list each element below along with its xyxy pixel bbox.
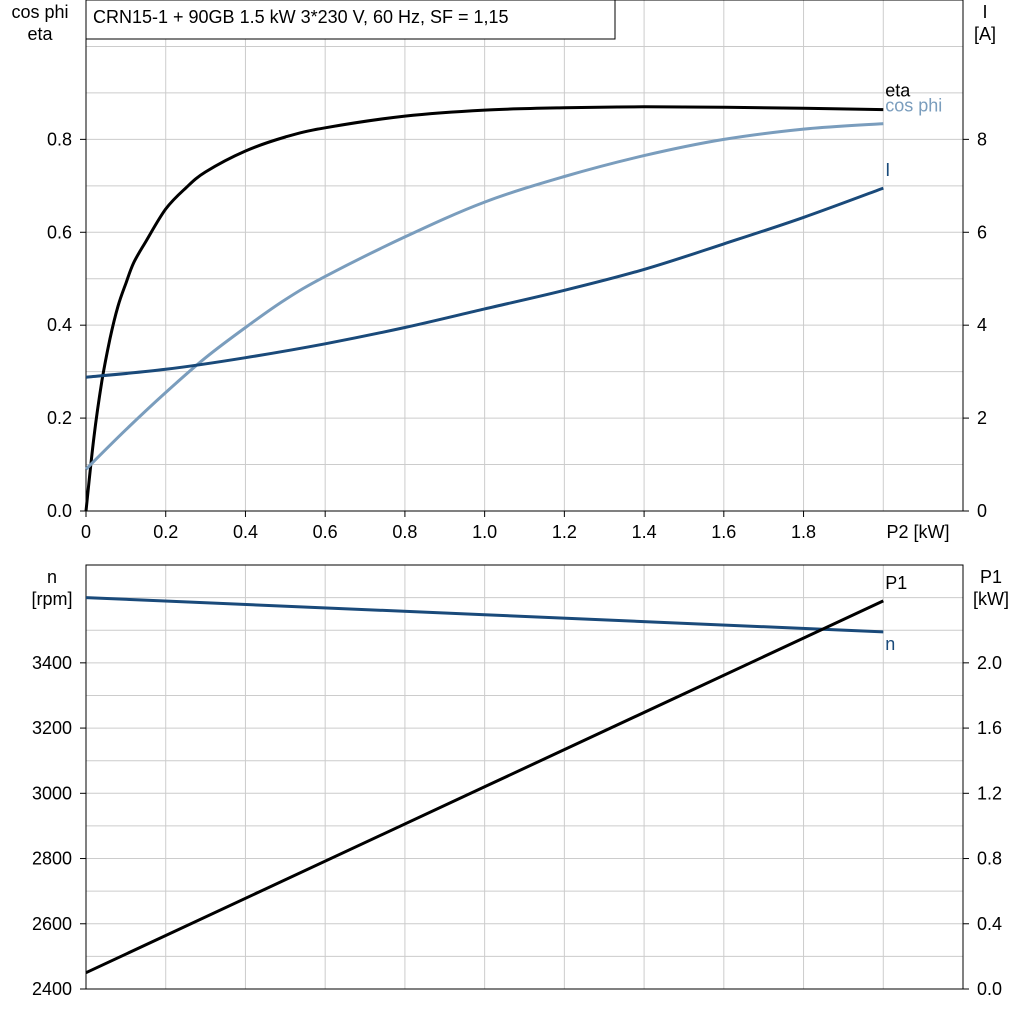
x-tick-label: 1.0: [472, 522, 497, 542]
x-tick-label: 0.6: [313, 522, 338, 542]
bottom-series-label-p1: P1: [885, 573, 907, 593]
bottom-plot-frame: [85, 564, 964, 990]
y-tick-label-right: 0.0: [977, 979, 1002, 999]
y-tick-label-right: 1.2: [977, 783, 1002, 803]
y-tick-label-left: 2800: [32, 849, 72, 869]
top-left-axis-label-2: eta: [27, 24, 53, 44]
bottom-left-axis-label-2: [rpm]: [31, 589, 72, 609]
y-tick-label-right: 8: [977, 129, 987, 149]
top-grid: [86, 0, 963, 511]
bottom-right-axis-label-2: [kW]: [973, 589, 1009, 609]
y-tick-label-right: 6: [977, 222, 987, 242]
y-tick-label-left: 3200: [32, 718, 72, 738]
top-left-axis-label-1: cos phi: [11, 2, 68, 22]
bottom-series-line-n: [85, 596, 884, 634]
y-tick-label-right: 1.6: [977, 718, 1002, 738]
y-tick-label-left: 2400: [32, 979, 72, 999]
y-tick-label-left: 2600: [32, 914, 72, 934]
y-tick-label-left: 0.2: [47, 408, 72, 428]
bottom-series-line-p1: [85, 599, 884, 975]
y-tick-label-right: 0.8: [977, 849, 1002, 869]
x-tick-label: 1.4: [632, 522, 657, 542]
chart-title: CRN15-1 + 90GB 1.5 kW 3*230 V, 60 Hz, SF…: [93, 7, 509, 27]
x-tick-label: 0: [81, 522, 91, 542]
y-tick-label-left: 0.8: [47, 129, 72, 149]
y-tick-label-right: 4: [977, 315, 987, 335]
top-plot-frame: [85, 0, 964, 512]
bottom-y-ticks-right: 0.0 0.4 0.8 1.2 1.6 2.0: [963, 653, 1002, 999]
top-x-ticks: 0 0.2 0.4 0.6 0.8 1.0 1.2 1.4 1.6 1.8: [81, 511, 816, 542]
x-tick-label: 0.8: [392, 522, 417, 542]
top-series-label-eta: eta: [885, 81, 911, 101]
top-series-label-cos-phi: cos phi: [885, 96, 942, 116]
top-y-ticks-right: 0 2 4 6 8: [963, 129, 987, 521]
bottom-series: n P1: [85, 573, 907, 975]
title-box: [85, 0, 616, 40]
y-tick-label-right: 0.4: [977, 914, 1002, 934]
y-tick-label-left: 0.4: [47, 315, 72, 335]
top-series-line-cos-phi: [84, 122, 884, 471]
top-right-axis-label-1: I: [982, 2, 987, 22]
y-tick-label-right: 2.0: [977, 653, 1002, 673]
y-tick-label-left: 0.0: [47, 501, 72, 521]
x-tick-label: 1.6: [711, 522, 736, 542]
top-series-line-eta: [84, 105, 884, 512]
x-tick-label: 1.8: [791, 522, 816, 542]
bottom-series-label-n: n: [885, 634, 895, 654]
bottom-right-axis-label-1: P1: [980, 567, 1002, 587]
top-y-ticks-left: 0.0 0.2 0.4 0.6 0.8: [47, 129, 86, 521]
top-x-axis-label: P2 [kW]: [886, 522, 949, 542]
y-tick-label-right: 2: [977, 408, 987, 428]
y-tick-label-left: 3000: [32, 783, 72, 803]
top-series-line-i: [85, 186, 884, 379]
top-series-label-i: I: [885, 160, 890, 180]
bottom-left-axis-label-1: n: [47, 567, 57, 587]
top-right-axis-label-2: [A]: [974, 24, 996, 44]
bottom-y-ticks-left: 2400 2600 2800 3000 3200 3400: [32, 653, 86, 999]
y-tick-label-left: 3400: [32, 653, 72, 673]
x-tick-label: 1.2: [552, 522, 577, 542]
bottom-chart: n P1 2400 2600 2800 3000 3200 3400 0.0 0.4 0.8 1.…: [31, 564, 1009, 999]
x-tick-label: 0.2: [153, 522, 178, 542]
x-tick-label: 0.4: [233, 522, 258, 542]
y-tick-label-right: 0: [977, 501, 987, 521]
y-tick-label-left: 0.6: [47, 222, 72, 242]
